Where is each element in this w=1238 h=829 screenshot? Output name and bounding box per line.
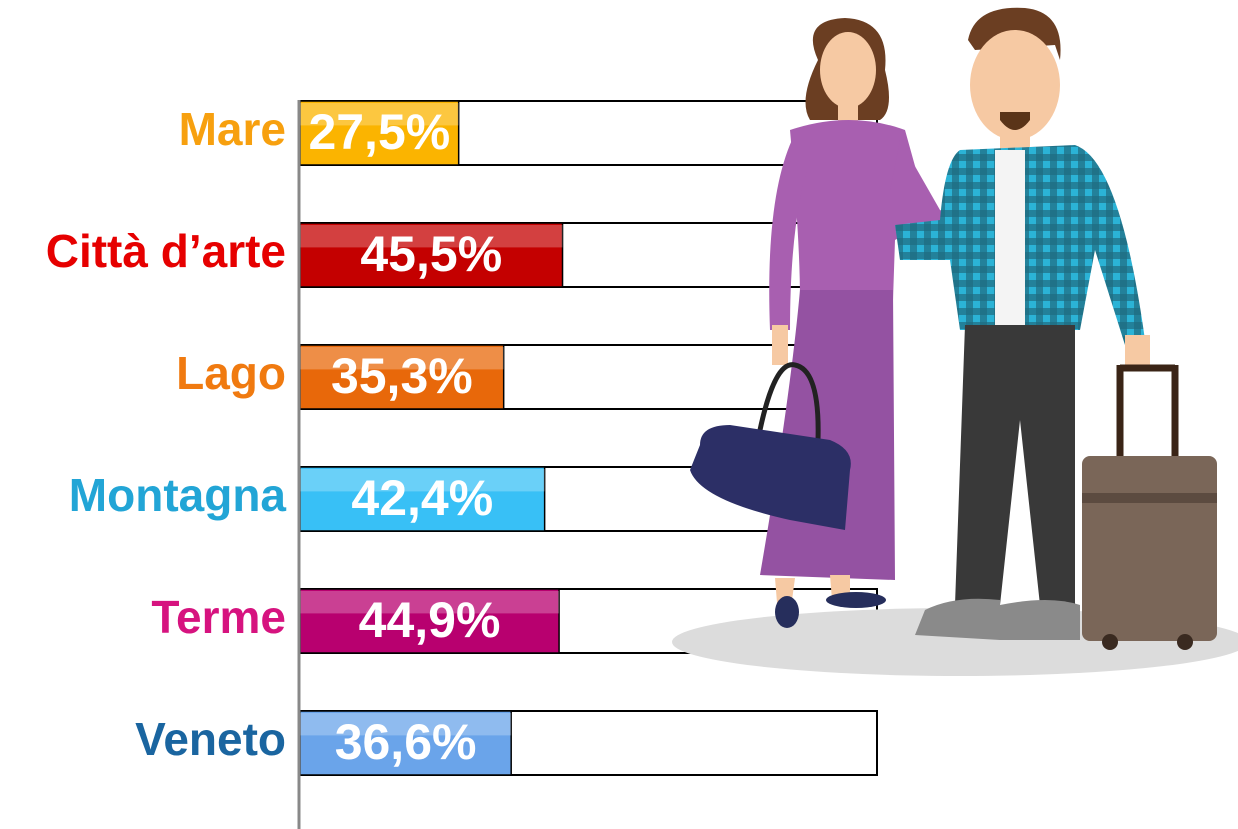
bar [299,222,564,288]
category-label: Veneto [135,713,286,765]
bar [299,710,512,776]
bar [299,588,560,654]
bar-shine [300,469,545,492]
category-label: Città d’arte [46,225,286,277]
bar-shine [300,103,459,126]
value-label: 35,3% [331,348,473,404]
bar-shine [300,591,560,614]
illustration [672,7,1238,676]
bar-shine [300,347,504,370]
bar-shine [300,225,563,248]
bar [299,100,460,166]
value-label: 45,5% [360,226,502,282]
value-label: 42,4% [351,470,493,526]
bar [299,466,546,532]
category-label: Montagna [69,469,287,521]
value-label: 27,5% [308,104,450,160]
bar-shine [300,713,512,736]
category-label: Terme [151,591,286,643]
value-label: 44,9% [359,592,501,648]
value-label: 36,6% [335,714,477,770]
category-label: Lago [176,347,286,399]
bars: Mare 27,5% Città d’arte 45,5% Lago 35,3% Monta… [46,100,878,776]
category-label: Mare [179,103,286,155]
bar [299,344,505,410]
